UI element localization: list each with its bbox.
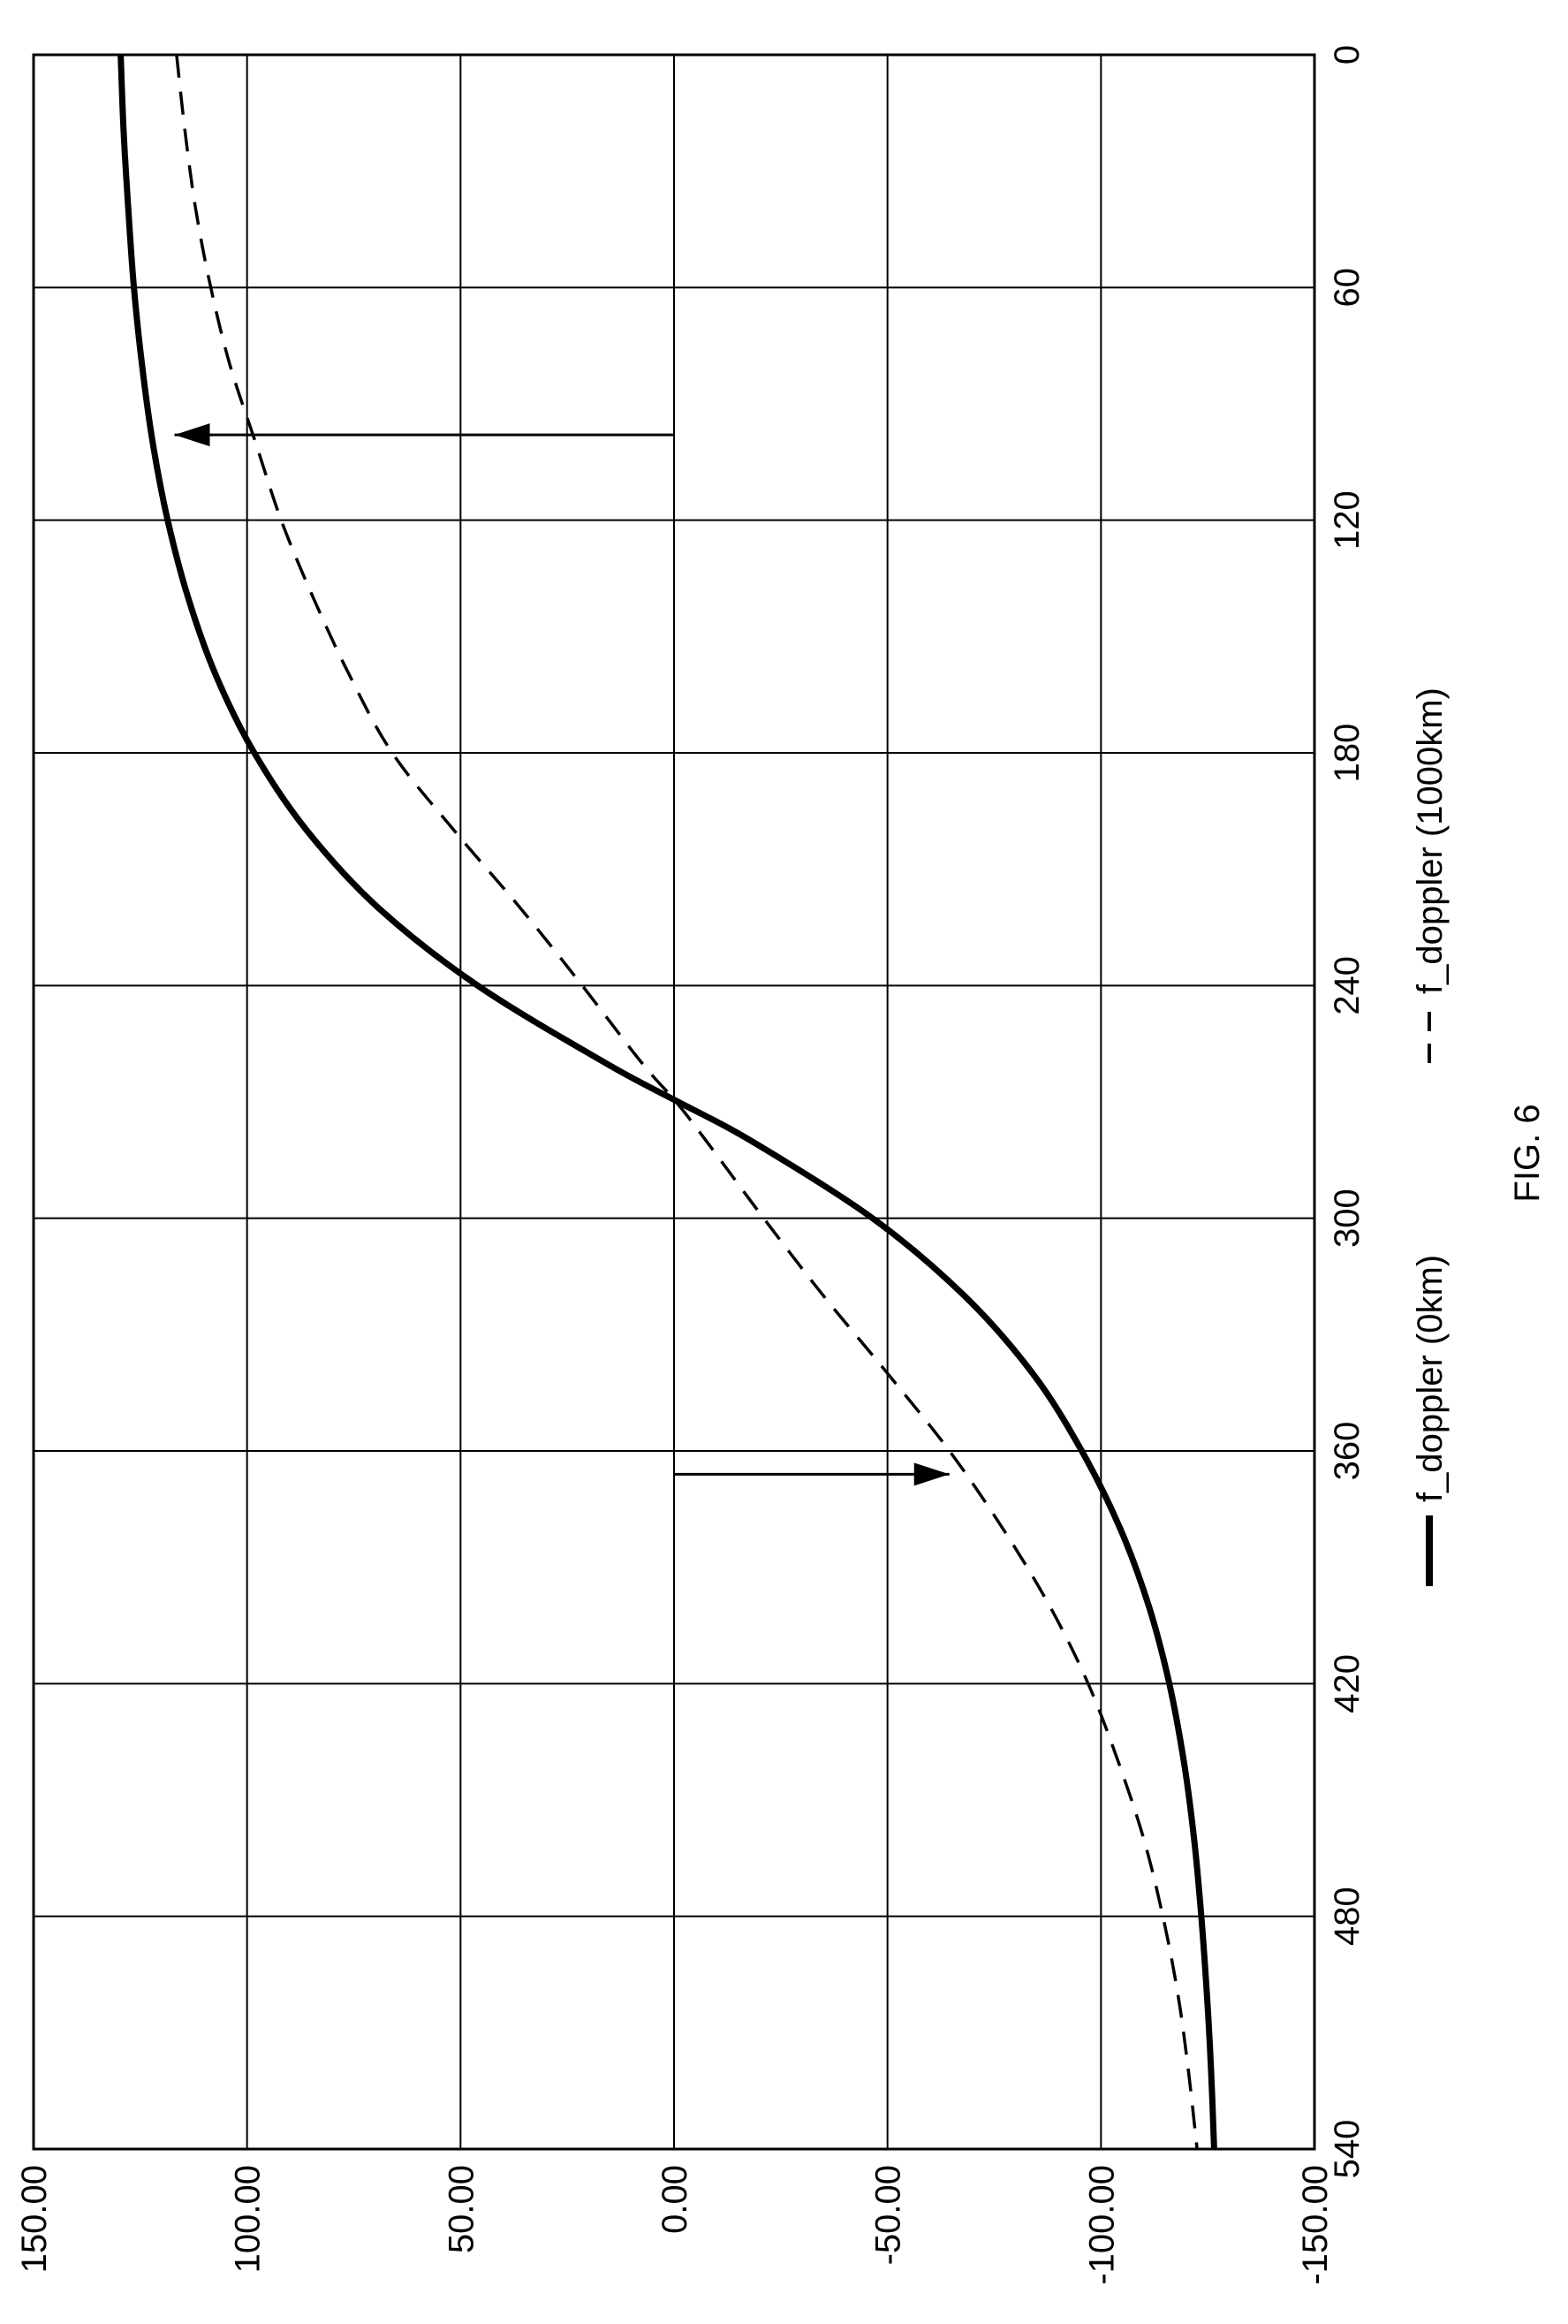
x-tick-label: 240 — [1328, 956, 1367, 1015]
legend-label-0km: f_doppler (0km) — [1411, 1255, 1450, 1502]
legend-label-1000km: f_doppler (1000km) — [1411, 687, 1450, 994]
y-tick-label: -100.00 — [1082, 2165, 1121, 2285]
x-tick-label: 300 — [1328, 1189, 1367, 1248]
annotations — [174, 423, 950, 1486]
x-tick-label: 0 — [1328, 45, 1367, 65]
plot-border — [32, 53, 1316, 2151]
y-tick-label: -50.00 — [869, 2165, 908, 2265]
x-tick-label: 120 — [1328, 490, 1367, 550]
x-tick-label: 360 — [1328, 1422, 1367, 1481]
legend: f_doppler (0km) f_doppler (1000km) — [1411, 687, 1450, 1586]
annotation-arrowhead-1 — [913, 1462, 950, 1486]
series-group — [117, 54, 1217, 2150]
y-tick-label: 150.00 — [15, 2165, 54, 2273]
x-tick-label: 540 — [1328, 2120, 1367, 2179]
y-tick-label: 0.00 — [655, 2165, 694, 2234]
x-tick-label: 60 — [1328, 268, 1367, 308]
series-line-0 — [117, 54, 1217, 2150]
y-tick-label: 100.00 — [229, 2165, 268, 2273]
y-tick-label: 50.00 — [442, 2165, 481, 2253]
x-tick-label: 420 — [1328, 1654, 1367, 1713]
y-tick-label: -150.00 — [1296, 2165, 1335, 2285]
x-tick-label: 480 — [1328, 1887, 1367, 1946]
series-line-1 — [175, 54, 1199, 2150]
x-axis-tick-labels: 0 60 120 180 240 300 360 420 480 540 — [1328, 45, 1367, 2179]
annotation-arrowhead-0 — [174, 423, 210, 447]
figure-caption: FIG. 6 — [1508, 1104, 1547, 1202]
y-axis-tick-labels: 150.00 100.00 50.00 0.00 -50.00 -100.00 -150.0… — [15, 2165, 1335, 2285]
plot-frame — [32, 53, 1316, 2151]
x-tick-label: 180 — [1328, 724, 1367, 783]
